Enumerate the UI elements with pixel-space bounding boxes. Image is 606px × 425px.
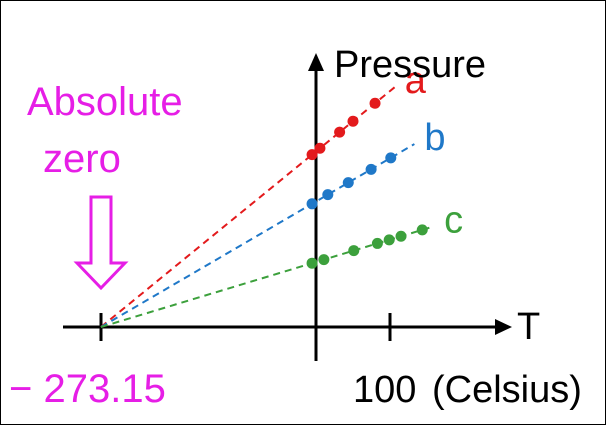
series-a-point	[369, 97, 381, 109]
series-c-point	[318, 254, 330, 266]
series-a-point	[347, 115, 359, 127]
series-a-line	[100, 86, 396, 328]
absolute-zero-label-line2: zero	[43, 137, 121, 181]
series-c-point	[383, 234, 395, 246]
y-axis-label: Pressure	[334, 44, 486, 86]
series-c-label: c	[444, 199, 463, 241]
series-b-point	[365, 163, 377, 175]
series-c-point	[371, 237, 383, 249]
series-c-point	[348, 245, 360, 257]
series-c-point	[416, 224, 428, 236]
unit-label: (Celsius)	[432, 369, 582, 411]
tick-label-absolute-zero: − 273.15	[9, 367, 166, 411]
series-b-point	[342, 177, 354, 189]
x-axis-label: T	[517, 306, 540, 348]
series-a-label: a	[405, 60, 427, 102]
series-b-point	[385, 152, 397, 164]
down-arrow-icon	[73, 195, 129, 291]
series-layer: abc	[100, 60, 463, 328]
series-b-line	[100, 143, 415, 328]
absolute-zero-label-line1: Absolute	[27, 80, 183, 124]
y-axis-arrowhead	[308, 53, 324, 71]
series-a-point	[314, 142, 326, 154]
x-axis-arrowhead	[495, 319, 512, 335]
series-b-label: b	[424, 117, 445, 159]
series-a-point	[334, 126, 346, 138]
series-c-point	[306, 257, 318, 269]
series-b-point	[306, 198, 318, 210]
series-a-point	[306, 149, 318, 161]
tick-label-100: 100	[353, 369, 416, 411]
series-c-point	[395, 230, 407, 242]
series-b-point	[322, 189, 334, 201]
